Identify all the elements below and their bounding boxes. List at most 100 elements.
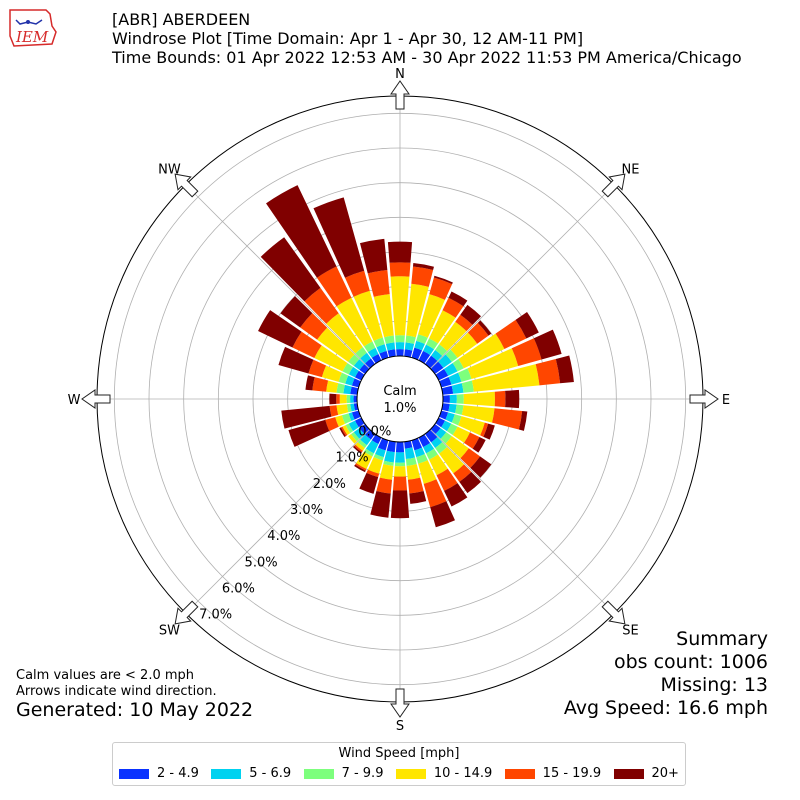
calm-circle: [356, 355, 444, 443]
direction-label: SE: [622, 624, 638, 639]
windrose-bar-segment: [390, 490, 410, 519]
direction-arrow: [174, 600, 199, 625]
windrose-bar-segment: [452, 359, 464, 372]
windrose-bar-segment: [461, 380, 474, 393]
windrose-bar-segment: [350, 395, 354, 403]
windrose-bar-segment: [353, 395, 358, 403]
windrose-bar-segment: [429, 277, 453, 300]
windrose-bar-segment: [351, 378, 361, 388]
windrose-bar-segment: [387, 241, 413, 263]
windrose-bar-segment: [441, 403, 450, 412]
windrose-bar-segment: [395, 441, 405, 453]
windrose-bar-segment: [385, 342, 396, 351]
windrose-bar-segment: [353, 359, 365, 370]
windrose-bar-segment: [394, 466, 406, 477]
windrose-bar-segment: [304, 287, 339, 324]
radial-tick-label: 1.0%: [336, 451, 369, 466]
windrose-bar-segment: [345, 270, 370, 297]
windrose-bar-segment: [461, 405, 495, 423]
direction-label: SW: [159, 624, 180, 639]
legend-label: 15 - 19.9: [542, 766, 602, 781]
windrose-bar-segment: [350, 386, 359, 395]
windrose-bar-segment: [463, 391, 496, 407]
direction-label: S: [396, 719, 404, 734]
windrose-bar-segment: [451, 414, 462, 426]
windrose-bar-segment: [425, 355, 438, 369]
windrose-bar-segment: [308, 359, 327, 378]
windrose-bar-segment: [375, 447, 386, 458]
windrose-bar-segment: [458, 416, 485, 436]
windrose-bar-segment: [406, 283, 429, 338]
windrose-bar-segment: [339, 394, 347, 404]
windrose-bar-segment: [314, 345, 348, 372]
windrose-bar-segment: [367, 269, 390, 297]
windrose-bar-segment: [418, 434, 431, 448]
calm-label: Calm: [383, 384, 416, 399]
windrose-bar-segment: [470, 456, 492, 478]
windrose-bar-segment: [436, 468, 458, 491]
windrose-bar-segment: [450, 332, 478, 358]
windrose-bar-segment: [342, 362, 354, 375]
windrose-bar-segment: [464, 432, 480, 449]
windrose-bar-segment: [435, 428, 447, 439]
summary-title: Summary: [676, 628, 768, 650]
windrose-bar-segment: [366, 469, 380, 478]
windrose-bar-segment: [472, 437, 486, 453]
windrose-bar-segment: [444, 483, 468, 507]
direction-label: W: [68, 393, 81, 408]
windrose-bar-segment: [418, 350, 431, 364]
windrose-bar-segment: [435, 442, 448, 454]
windrose-bar-segment: [477, 320, 492, 336]
windrose-bar-segment: [348, 354, 360, 366]
radial-tick-label: 5.0%: [245, 555, 278, 570]
windrose-bar-segment: [390, 276, 410, 336]
grid-spoke: [185, 429, 370, 614]
windrose-bar-segment: [340, 426, 348, 437]
windrose-bar-segment: [336, 394, 340, 404]
windrose-bar-segment: [416, 453, 428, 464]
windrose-bar-segment: [518, 410, 528, 431]
windrose-bar-segment: [439, 410, 449, 420]
windrose-bar-segment: [423, 479, 447, 508]
windrose-bar-segment: [449, 394, 457, 404]
windrose-bar-segment: [336, 404, 349, 415]
windrose-bar-segment: [326, 313, 363, 354]
windrose-bar-segment: [338, 372, 349, 384]
windrose-bar-segment: [258, 310, 302, 348]
windrose-bar-segment: [459, 471, 482, 494]
windrose-bar-segment: [458, 333, 505, 369]
windrose-bar-segment: [445, 436, 469, 459]
average-speed: Avg Speed: 16.6 mph: [563, 697, 768, 719]
windrose-bar-segment: [411, 266, 434, 287]
windrose-bar-segment: [533, 329, 562, 360]
grid-spoke: [430, 429, 615, 614]
windrose-bar-segment: [305, 375, 315, 391]
windrose-bar-segment: [535, 358, 561, 386]
windrose-bar-segment: [359, 238, 388, 274]
direction-arrow: [174, 173, 199, 198]
windrose-bar-segment: [377, 438, 389, 451]
windrose-bar-segment: [404, 447, 416, 460]
windrose-bar-segment: [418, 460, 437, 484]
windrose-bar-segment: [392, 476, 408, 491]
legend-item: 10 - 14.9: [395, 766, 493, 781]
windrose-bar-segment: [438, 354, 452, 368]
footnotes: Calm values are < 2.0 mph Arrows indicat…: [16, 668, 217, 700]
chart-header: [ABR] ABERDEEN Windrose Plot [Time Domai…: [112, 10, 742, 67]
windrose-bar-segment: [348, 420, 359, 432]
legend-title: Wind Speed [mph]: [338, 746, 460, 761]
station-title: [ABR] ABERDEEN: [112, 10, 251, 29]
windrose-bar-segment: [480, 422, 489, 437]
windrose-bar-segment: [359, 472, 379, 494]
windrose-bar-segment: [515, 312, 539, 339]
calm-note: Calm values are < 2.0 mph: [16, 668, 195, 683]
legend-label: 10 - 14.9: [433, 766, 493, 781]
windrose-bar-segment: [336, 383, 345, 394]
direction-label: NE: [622, 162, 640, 177]
windrose-bar-segment: [411, 347, 423, 360]
windrose-bar-segment: [384, 450, 395, 463]
windrose-bar-segment: [414, 340, 425, 351]
windrose-bar-segment: [356, 451, 373, 470]
windrose-bar-segment: [430, 361, 444, 374]
